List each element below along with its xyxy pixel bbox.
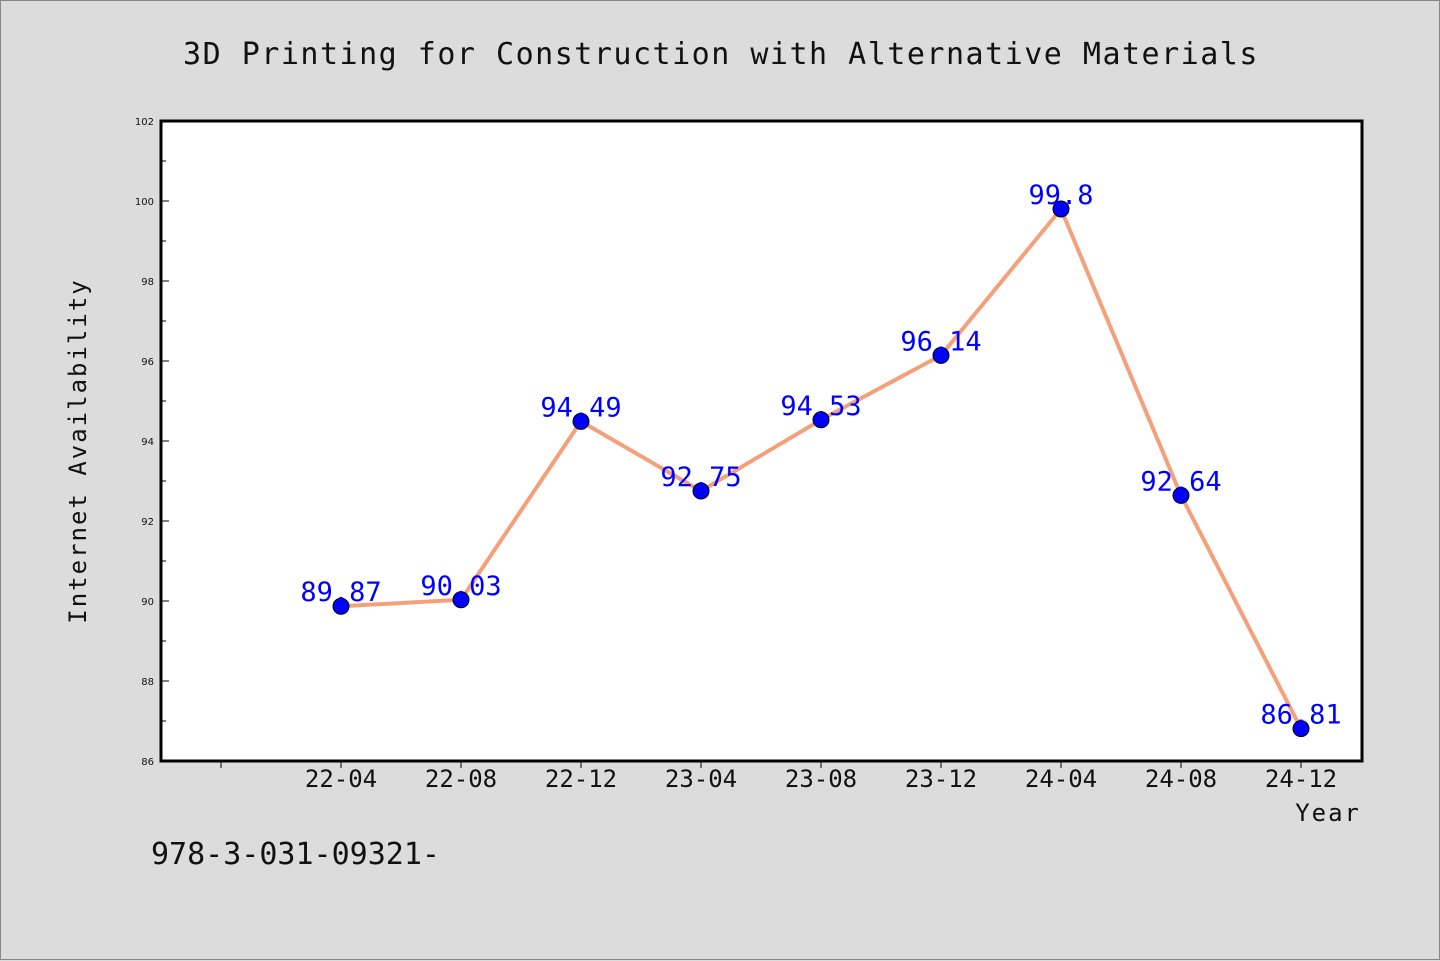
data-label: 94.53 — [780, 391, 861, 422]
data-point — [452, 591, 470, 609]
x-axis-label: Year — [1295, 799, 1361, 827]
x-tick-label: 22-04 — [305, 765, 377, 793]
data-point — [932, 346, 950, 364]
x-tick-label: 24-08 — [1145, 765, 1217, 793]
y-tick-label: 100 — [135, 197, 154, 208]
data-label: 96.14 — [900, 326, 981, 357]
y-tick-label: 96 — [141, 357, 154, 368]
y-tick-label: 98 — [141, 277, 154, 288]
y-axis-label: Internet Availability — [64, 278, 92, 623]
data-point — [1052, 200, 1070, 218]
y-tick-label: 88 — [141, 677, 154, 688]
data-label: 94.49 — [540, 392, 621, 423]
y-tick-label: 90 — [141, 597, 154, 608]
data-point — [1172, 486, 1190, 504]
plot-area — [159, 119, 1364, 763]
chart-title: 3D Printing for Construction with Altern… — [183, 37, 1259, 72]
x-tick-label: 23-12 — [905, 765, 977, 793]
y-tick-label: 94 — [141, 437, 154, 448]
y-tick-label: 102 — [135, 117, 154, 128]
data-label: 89.87 — [300, 577, 381, 608]
y-tick-label: 86 — [141, 757, 154, 768]
x-tick-label: 23-08 — [785, 765, 857, 793]
data-label: 86.81 — [1260, 700, 1341, 731]
x-tick-label: 24-12 — [1265, 765, 1337, 793]
x-axis: 22-04 22-08 22-12 23-04 23-08 23-12 24-04 24-08… — [220, 761, 1337, 793]
x-tick-label: 22-08 — [425, 765, 497, 793]
data-point — [692, 482, 710, 500]
data-label: 99.8 — [1028, 180, 1093, 211]
data-point — [572, 412, 590, 430]
series-line-group: 89.87 90.03 94.49 92.75 94.53 96.14 99.8 92.64 8… — [300, 180, 1342, 738]
data-label: 90.03 — [420, 571, 501, 602]
y-tick-label: 92 — [141, 517, 154, 528]
y-axis: 86 88 90 92 94 96 98 100 102 — [135, 117, 169, 768]
data-point — [812, 411, 830, 429]
x-tick-label: 22-12 — [545, 765, 617, 793]
x-tick-label: 23-04 — [665, 765, 737, 793]
data-label: 92.64 — [1140, 466, 1221, 497]
data-point — [332, 597, 350, 615]
isbn-text: 978-3-031-09321- — [151, 837, 440, 872]
x-tick-label: 24-04 — [1025, 765, 1097, 793]
data-point — [1292, 720, 1310, 738]
data-label: 92.75 — [660, 462, 741, 493]
